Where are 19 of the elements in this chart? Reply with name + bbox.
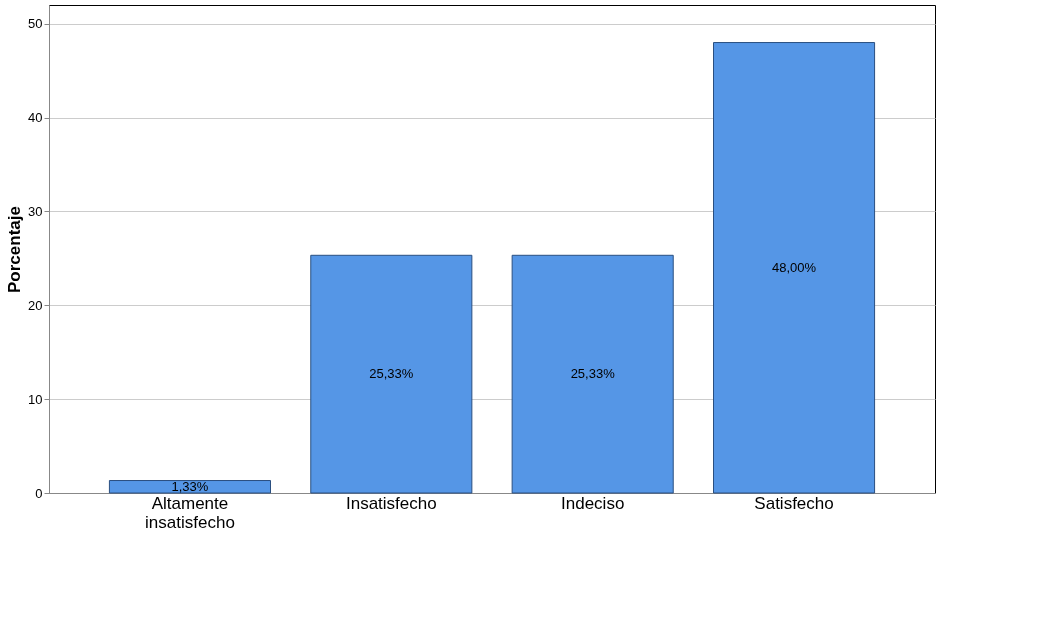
x-tick-label: Satisfecho bbox=[754, 493, 834, 513]
y-tick-label: 0 bbox=[35, 485, 43, 501]
data-label: 48,00% bbox=[772, 259, 817, 275]
bar bbox=[511, 254, 674, 494]
x-tick-label: Indeciso bbox=[561, 493, 625, 513]
x-tick-label: Insatisfecho bbox=[345, 493, 437, 513]
data-label: 1,33% bbox=[171, 478, 209, 494]
y-tick-label: 30 bbox=[28, 203, 43, 219]
y-tick-label: 50 bbox=[28, 16, 43, 32]
y-tick-label: 10 bbox=[28, 391, 43, 407]
x-tick-label: Altamente insatisfecho bbox=[145, 493, 235, 532]
data-label: 25,33% bbox=[369, 366, 414, 382]
y-tick-label: 20 bbox=[28, 297, 43, 313]
y-tick-label: 40 bbox=[28, 110, 43, 126]
y-axis-title: Porcentaje bbox=[5, 206, 25, 293]
bar bbox=[310, 254, 473, 494]
data-label: 25,33% bbox=[570, 366, 616, 382]
bar bbox=[713, 42, 876, 494]
bar bbox=[108, 480, 271, 494]
